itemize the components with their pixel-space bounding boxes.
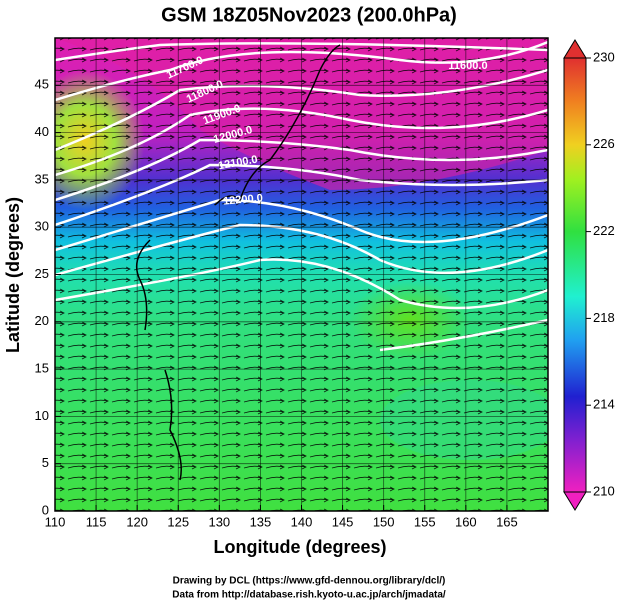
y-tick-label: 15	[35, 361, 49, 376]
contour-label: 12200.0	[223, 192, 264, 207]
chart-title: GSM 18Z05Nov2023 (200.0hPa)	[161, 4, 457, 26]
y-tick-label: 20	[35, 313, 49, 328]
contour-label: 11600.0	[448, 60, 487, 72]
colorbar-tick-label: 218	[593, 310, 615, 325]
credit: Drawing by DCL (https://www.gfd-dennou.o…	[173, 576, 446, 587]
y-tick-label: 40	[35, 124, 49, 139]
colorbar-tick-label: 226	[593, 136, 615, 151]
x-tick-label: 115	[86, 514, 107, 529]
colorbar	[563, 57, 587, 493]
x-tick-label: 150	[373, 514, 395, 529]
x-tick-label: 155	[414, 514, 436, 529]
credit: Data from http://database.rish.kyoto-u.a…	[172, 590, 446, 601]
x-tick-label: 130	[208, 514, 230, 529]
x-tick-label: 160	[455, 514, 477, 529]
colorbar-tick-label: 222	[593, 223, 615, 238]
x-tick-label: 140	[291, 514, 313, 529]
colorbar-tick-label: 214	[593, 397, 615, 412]
x-tick-label: 135	[250, 514, 272, 529]
y-tick-label: 30	[35, 219, 49, 234]
colorbar-tick-label: 210	[593, 483, 615, 498]
y-tick-label: 0	[42, 502, 49, 517]
x-tick-label: 125	[167, 514, 189, 529]
colorbar-bottom-arrow	[563, 491, 587, 511]
y-tick-label: 5	[42, 455, 49, 470]
x-tick-label: 110	[45, 514, 66, 529]
y-axis-label: Latitude (degrees)	[3, 197, 23, 353]
x-tick-label: 120	[126, 514, 148, 529]
x-tick-label: 145	[332, 514, 354, 529]
y-tick-label: 25	[35, 266, 49, 281]
y-tick-label: 10	[35, 408, 49, 423]
colorbar-top-arrow	[563, 39, 587, 59]
y-tick-label: 45	[35, 77, 49, 92]
y-tick-label: 35	[35, 171, 49, 186]
x-axis-label: Longitude (degrees)	[213, 537, 386, 557]
x-tick-label: 165	[496, 514, 518, 529]
colorbar-tick-label: 230	[593, 49, 615, 64]
